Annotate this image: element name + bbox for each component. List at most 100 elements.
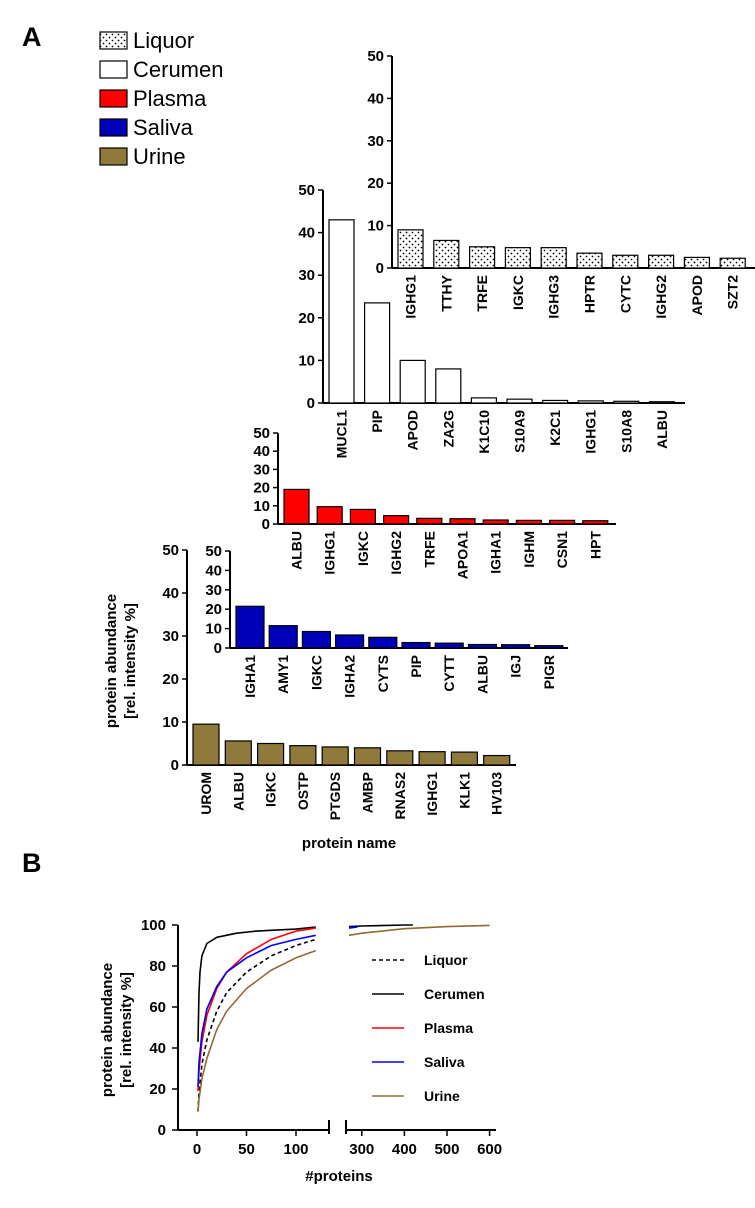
bar-liquor-igkc [504,247,531,269]
y-tick-label: 40 [298,225,315,242]
x-tick-label: 300 [349,1141,374,1158]
category-label: IGHG2 [388,531,404,575]
y-tick-label: 0 [214,640,222,657]
category-label: AMBP [360,772,376,813]
bar-saliva-pip [401,641,431,649]
bar-plasma-albu [283,488,310,525]
bar-plasma-ighg1 [316,506,343,525]
category-label: IGHG1 [424,772,440,816]
category-label: IGJ [508,655,524,678]
category-label: AMY1 [275,655,291,694]
y-tick-label: 60 [149,999,166,1016]
legend-swatch [99,31,128,50]
y-tick-label: 50 [205,543,222,560]
y-tick-label: 50 [367,48,384,65]
bar-plasma-ighg2 [383,515,410,525]
bar-saliva-igha1 [235,605,265,649]
category-label: RNAS2 [392,772,408,820]
category-label: UROM [198,772,214,815]
category-label: CYTS [375,655,391,692]
y-axis-title-line1: protein abundance [103,594,120,728]
category-label: IGHG3 [546,275,562,319]
legend-swatch [99,89,128,108]
category-label: PIGR [541,655,557,689]
bar-liquor-tthy [433,239,460,269]
category-label: K1C10 [476,410,492,454]
panel-b-label: B [22,848,42,878]
bar-cerumen-s10a9 [506,398,533,404]
category-label: HPTR [582,275,598,313]
series-saliva: 0 10 20 30 40 50 IGHA1 AMY1 IGKC IGHA2 CYTS PIP CYTT… [205,543,568,698]
category-label: ALBU [474,655,490,694]
bar-liquor-hptr [576,252,603,269]
y-tick-label: 50 [162,542,179,559]
panel-a-label: A [22,22,42,52]
legend-label: Plasma [133,86,207,111]
category-label: PTGDS [327,772,343,820]
legend-swatch [99,147,128,166]
y-tick-label: 30 [298,267,315,284]
category-label: ALBU [654,410,670,449]
y-axis-title: protein abundance [rel. intensity %] [99,963,135,1097]
legend-label: Cerumen [424,986,485,1002]
category-label: IGHA1 [242,655,258,698]
bar-cerumen-apod [399,359,426,404]
line-saliva-segment-2 [348,926,358,929]
bar-liquor-szt2 [719,257,746,269]
legend-label: Urine [424,1088,460,1104]
x-tick-label: 100 [283,1141,308,1158]
bar-plasma-apoa1 [449,518,476,525]
y-tick-label: 20 [205,601,222,618]
category-label: MUCL1 [334,410,350,458]
category-label: HPT [587,531,603,559]
bar-saliva-cytt [434,642,464,649]
bar-urine-klk1 [450,751,478,766]
category-label: IGHM [521,531,537,568]
category-label: OSTP [295,772,311,810]
bar-urine-hv103 [483,754,511,766]
x-tick-label: 500 [434,1141,459,1158]
y-tick-label: 10 [162,714,179,731]
bar-liquor-ighg1 [397,229,424,269]
y-tick-label: 0 [376,260,384,277]
category-label: APOD [405,410,421,450]
line-cerumen-segment-2 [348,924,413,928]
category-label: IGKC [263,772,279,807]
y-tick-label: 40 [162,585,179,602]
legend-item-liquor: Liquor [99,28,194,53]
legend-item-cerumen: Cerumen [99,57,223,82]
legend-label: Plasma [424,1020,473,1036]
line-liquor [197,938,317,1112]
line-saliva-segment-1 [197,934,316,1088]
y-tick-label: 10 [253,498,270,515]
category-label: IGHG2 [653,275,669,319]
y-axis-title-line1: protein abundance [99,963,116,1097]
bar-saliva-igha2 [335,634,365,649]
bar-plasma-igkc [349,508,376,525]
bar-urine-igkc [257,742,285,766]
x-axis-title: #proteins [305,1168,373,1185]
bar-cerumen-pip [364,302,391,404]
y-tick-label: 80 [149,958,166,975]
category-label: IGKC [510,275,526,310]
category-label: K2C1 [547,410,563,446]
legend-item-saliva: Saliva [99,115,194,140]
category-label: TTHY [438,274,454,311]
bar-liquor-cytc [612,254,639,269]
bar-urine-ostp [289,745,317,766]
legend-item-urine: Urine [372,1088,460,1104]
legend-label: Liquor [424,952,468,968]
category-label: ALBU [230,772,246,811]
x-axis-title: protein name [302,835,396,852]
bar-cerumen-k1c10 [470,397,497,404]
y-tick-label: 0 [158,1122,166,1139]
bar-cerumen-albu [648,401,676,404]
panel-b-chart: 0 20 40 60 80 100 0 50 100 300 400 500 600 Liquor Ceru… [99,917,502,1185]
y-tick-label: 20 [253,480,270,497]
line-urine [197,924,490,1112]
y-tick-label: 30 [162,628,179,645]
bar-urine-ambp [353,747,382,766]
